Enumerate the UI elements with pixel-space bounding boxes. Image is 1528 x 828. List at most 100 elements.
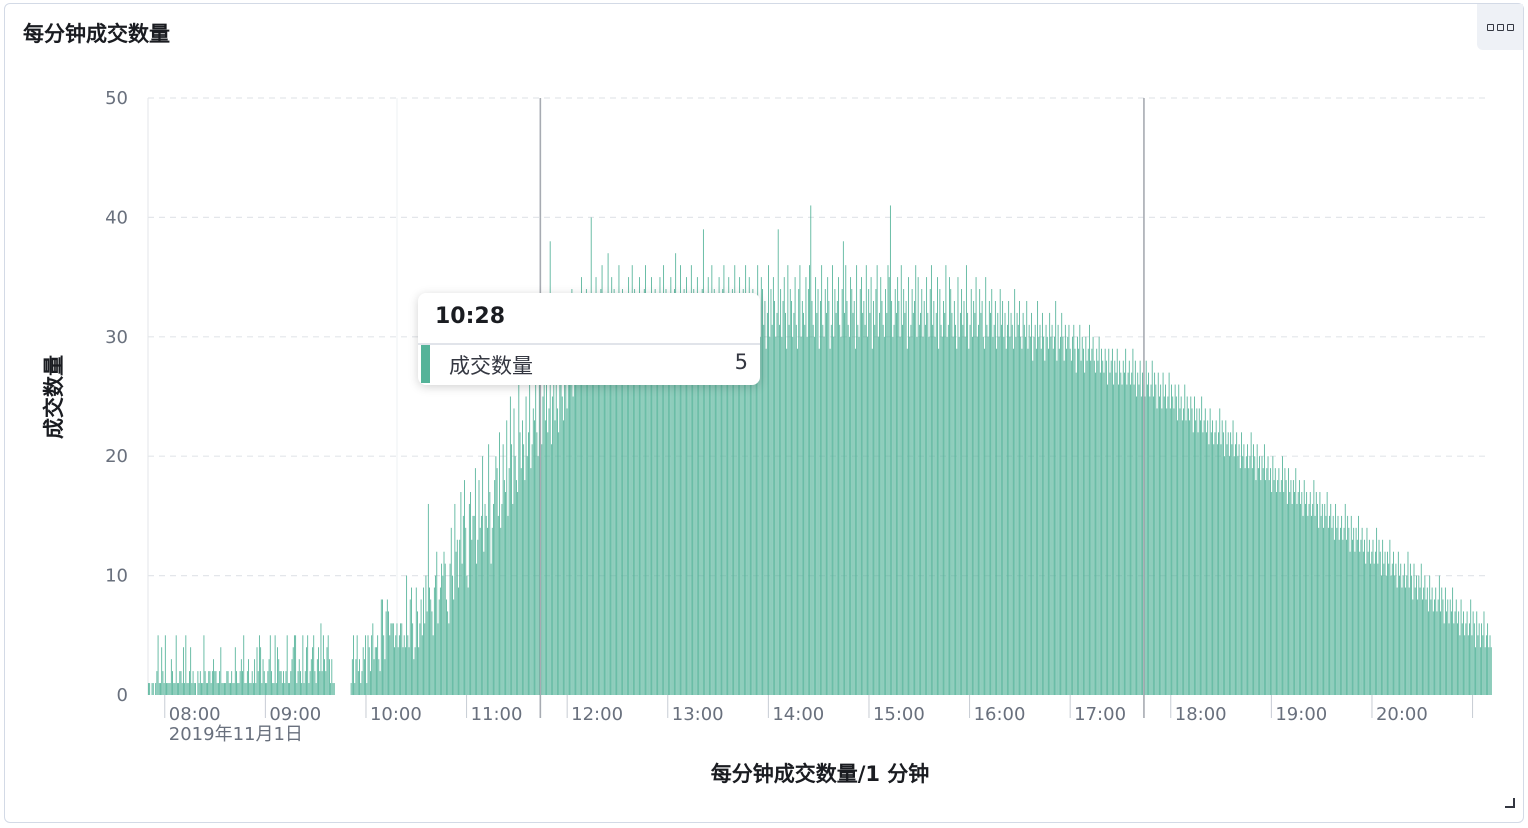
histogram-bar[interactable] [1215,420,1217,695]
histogram-bar[interactable] [1048,348,1049,695]
histogram-bar[interactable] [464,480,465,695]
histogram-bar[interactable] [806,336,808,695]
histogram-bar[interactable] [1159,396,1160,696]
histogram-bar[interactable] [918,324,920,695]
histogram-bar[interactable] [359,659,360,695]
histogram-bar[interactable] [187,683,189,695]
histogram-bar[interactable] [1045,324,1047,695]
histogram-bar[interactable] [534,420,535,695]
histogram-bar[interactable] [993,324,995,695]
histogram-bar[interactable] [1378,539,1380,695]
histogram-bar[interactable] [1384,551,1386,695]
histogram-bar[interactable] [148,683,149,695]
histogram-bar[interactable] [611,277,613,695]
histogram-bar[interactable] [1302,515,1304,695]
histogram-bar[interactable] [1133,384,1135,695]
histogram-bar[interactable] [832,265,833,695]
histogram-bar[interactable] [1083,348,1084,695]
histogram-bar[interactable] [733,312,734,695]
histogram-bar[interactable] [604,360,605,695]
histogram-bar[interactable] [707,277,709,695]
histogram-bar[interactable] [262,659,264,695]
panel-menu-button[interactable] [1477,4,1523,50]
histogram-bar[interactable] [1073,324,1075,695]
histogram-bar[interactable] [511,444,513,695]
histogram-bar[interactable] [556,408,558,695]
histogram-bar[interactable] [158,683,160,695]
histogram-bar[interactable] [1145,360,1147,695]
histogram-bar[interactable] [351,659,353,695]
histogram-bar[interactable] [1337,515,1339,695]
histogram-bar[interactable] [1191,408,1193,695]
histogram-bar[interactable] [620,336,622,695]
histogram-bar[interactable] [1429,575,1431,695]
histogram-bar[interactable] [355,659,357,695]
histogram-bar[interactable] [933,300,935,695]
histogram-bar[interactable] [468,503,470,695]
histogram-bar[interactable] [1313,480,1315,695]
histogram-bar[interactable] [1306,492,1308,695]
histogram-bar[interactable] [555,360,557,695]
histogram-bar[interactable] [804,324,806,695]
histogram-bar[interactable] [1286,503,1288,695]
histogram-bar[interactable] [1194,396,1195,696]
histogram-bar[interactable] [561,396,563,696]
histogram-bar[interactable] [1167,396,1169,696]
histogram-bar[interactable] [1189,420,1191,695]
histogram-bar[interactable] [1228,456,1230,695]
histogram-bar[interactable] [1098,336,1100,695]
histogram-bar[interactable] [869,312,871,695]
histogram-bar[interactable] [1348,527,1350,695]
histogram-bar[interactable] [888,277,890,695]
histogram-bar[interactable] [864,324,866,695]
histogram-bar[interactable] [1062,336,1064,695]
histogram-bar[interactable] [263,671,265,695]
histogram-bar[interactable] [210,683,212,695]
histogram-bar[interactable] [570,360,572,695]
histogram-bar[interactable] [666,324,668,695]
histogram-bar[interactable] [426,611,428,695]
histogram-bar[interactable] [254,659,256,695]
histogram-bar[interactable] [435,575,436,695]
histogram-bar[interactable] [1049,312,1051,695]
histogram-bar[interactable] [1081,336,1083,695]
histogram-bar[interactable] [690,265,692,695]
histogram-bar[interactable] [1204,408,1206,695]
histogram-bar[interactable] [157,635,159,695]
histogram-bar[interactable] [1035,348,1037,695]
histogram-bar[interactable] [1162,372,1164,695]
histogram-bar[interactable] [1459,635,1461,695]
histogram-bar[interactable] [996,348,997,695]
histogram-bar[interactable] [748,277,750,695]
histogram-bar[interactable] [1075,372,1077,695]
histogram-bar[interactable] [1063,360,1065,695]
histogram-bar[interactable] [402,647,404,695]
histogram-bar[interactable] [654,289,656,695]
histogram-bar[interactable] [369,671,371,695]
histogram-bar[interactable] [816,312,818,695]
histogram-bar[interactable] [1247,444,1248,695]
histogram-bar[interactable] [1068,324,1070,695]
histogram-bar[interactable] [1482,635,1484,695]
histogram-bar[interactable] [681,312,683,695]
histogram-bar[interactable] [1385,575,1387,695]
histogram-bar[interactable] [965,265,967,695]
histogram-bar[interactable] [1259,456,1261,695]
histogram-bar[interactable] [1448,623,1450,695]
histogram-bar[interactable] [789,289,791,695]
histogram-bar[interactable] [220,647,222,695]
histogram-bar[interactable] [1290,480,1292,695]
histogram-bar[interactable] [446,599,447,695]
histogram-bar[interactable] [1434,599,1435,695]
histogram-bar[interactable] [301,683,303,695]
histogram-bar[interactable] [1454,611,1456,695]
histogram-bar[interactable] [873,300,874,695]
histogram-bar[interactable] [649,312,651,695]
histogram-bar[interactable] [696,277,698,695]
histogram-bar[interactable] [1124,372,1125,695]
histogram-bar[interactable] [552,396,554,696]
histogram-bar[interactable] [941,336,943,695]
histogram-bar[interactable] [1226,444,1228,695]
histogram-bar[interactable] [195,683,196,695]
histogram-bar[interactable] [661,312,663,695]
